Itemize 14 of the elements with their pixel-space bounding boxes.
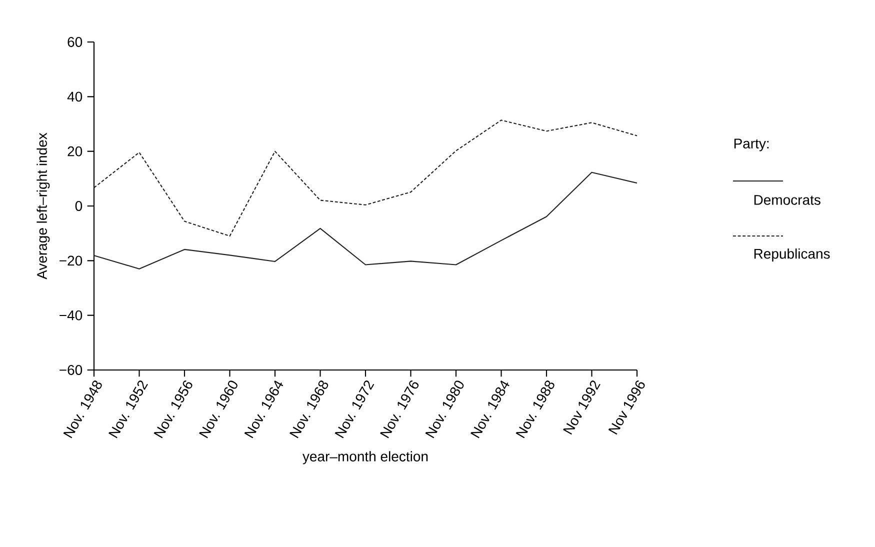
y-tick-label: 40 [67,92,82,102]
y-tick-label: −20 [60,256,82,266]
line-series [93,172,638,270]
x-axis-title: year–month election [302,451,428,464]
y-tick-label: 20 [68,146,82,156]
line-series [93,120,638,237]
legend-title: Party: [734,138,769,152]
y-tick-label: 0 [75,201,82,211]
legend-label: Republicans [754,248,830,262]
y-tick-label: 60 [68,37,82,47]
y-axis-title: Average left–right index [36,132,50,280]
y-tick-label: −60 [60,365,82,375]
y-tick-label: −40 [60,310,82,320]
legend-label: Democrats [754,195,820,205]
